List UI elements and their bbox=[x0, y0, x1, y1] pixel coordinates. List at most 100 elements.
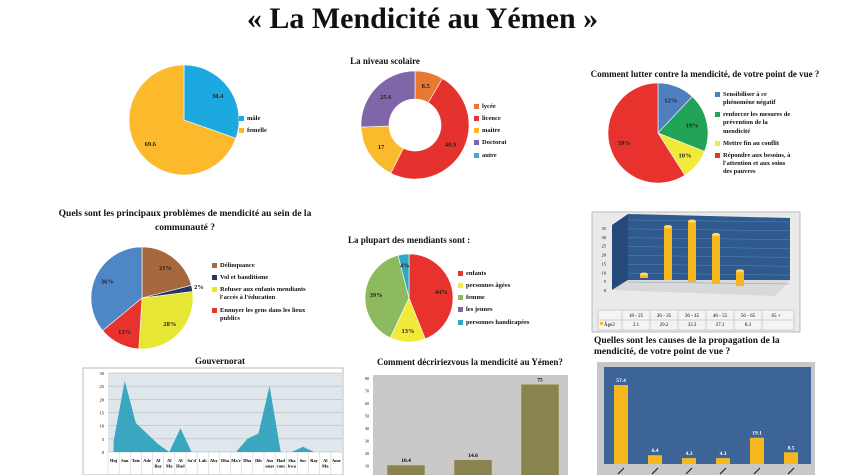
legend-label: Ennuyer les gens dans les lieux publics bbox=[220, 306, 306, 322]
pie-slice-mendiants bbox=[397, 253, 410, 299]
legend-label: Vol et banditisme bbox=[220, 274, 269, 282]
legend-niveau: lycée licence maitre Doctorat autre bbox=[474, 103, 534, 164]
legend-item: Mettre fin au conflit bbox=[715, 140, 795, 148]
legend-label: mâle bbox=[247, 115, 261, 122]
legend-lutter: Sensibiliser à ce phénomène négatif renfo… bbox=[715, 91, 795, 180]
legend-label: personnes handicapées bbox=[466, 318, 530, 326]
chart-title-lutter: Comment lutter contre la mendicité, de v… bbox=[590, 69, 820, 79]
y-tick-label: 70 bbox=[365, 389, 369, 394]
pie-slice-problemes bbox=[138, 291, 194, 350]
legend-item: Délinquance bbox=[212, 262, 307, 270]
y-tick-label: 20 bbox=[100, 397, 105, 402]
data-label: 30.4 bbox=[212, 93, 224, 100]
legend-label: Délinquance bbox=[220, 262, 255, 269]
legend-swatch bbox=[212, 263, 217, 268]
pie-slice-mendiants bbox=[364, 255, 410, 339]
y-tick-label: 30 bbox=[365, 439, 369, 444]
x-tick-label: Haj bbox=[110, 458, 118, 463]
bar-causes bbox=[682, 458, 696, 464]
gridline bbox=[627, 246, 791, 249]
table-value: 33.3 bbox=[688, 323, 697, 328]
legend-item: lycée bbox=[474, 103, 534, 111]
x-tick-label: Ma'r bbox=[231, 458, 241, 463]
y-tick-label: 10 bbox=[602, 270, 607, 275]
bar-top bbox=[688, 219, 696, 223]
bar-top bbox=[712, 232, 720, 237]
data-label: 12% bbox=[664, 97, 677, 104]
legend-swatch bbox=[474, 128, 479, 134]
legend-item: Refuser aux enfants mendiants l'accès à … bbox=[212, 286, 307, 302]
x-tick-label: Lah bbox=[199, 458, 207, 463]
x-tick-label: Ade bbox=[143, 458, 151, 463]
legend-mendiants: enfants personnes âgées femme les jeunes per… bbox=[458, 270, 548, 331]
y-tick-label: 30 bbox=[602, 235, 607, 240]
data-label: 6.4 bbox=[652, 448, 659, 454]
legend-sexe: mâle femelle bbox=[239, 115, 299, 139]
bar-top bbox=[640, 272, 648, 276]
x-tick-label-rotated bbox=[685, 467, 693, 475]
legend-label: Refuser aux enfants mendiants l'accès à … bbox=[220, 286, 306, 302]
gridline bbox=[627, 272, 791, 276]
data-label: 8.5 bbox=[788, 445, 795, 451]
bar-decrire bbox=[386, 464, 426, 475]
data-label: 57.4 bbox=[616, 378, 626, 384]
y-tick-label: 80 bbox=[365, 376, 369, 381]
y-tick-label: 40 bbox=[365, 426, 369, 431]
table-value: 27.1 bbox=[716, 323, 725, 328]
table-value: 29.2 bbox=[660, 323, 669, 328]
data-label: 4.3 bbox=[720, 451, 727, 457]
legend-item: mâle bbox=[239, 115, 299, 123]
x-tick-label: Dha bbox=[243, 458, 252, 463]
legend-item: maitre bbox=[474, 127, 534, 135]
x-tick-label: Al Bay bbox=[154, 458, 162, 469]
data-label: 13% bbox=[118, 329, 131, 336]
x-tick-label-rotated bbox=[753, 467, 761, 475]
legend-swatch bbox=[715, 152, 720, 158]
table-series-name: Âge2 bbox=[604, 322, 615, 328]
y-tick-label: 50 bbox=[365, 414, 369, 419]
legend-problemes: Délinquance Vol et banditisme Refuser aux … bbox=[212, 262, 307, 327]
chart-title-causes: Quelles sont les causes de la propagatio… bbox=[594, 336, 780, 358]
bar-causes bbox=[784, 452, 798, 464]
legend-swatch bbox=[458, 307, 463, 313]
legend-swatch bbox=[474, 152, 479, 158]
legend-label: personnes âgées bbox=[466, 282, 511, 290]
x-tick-label: Al Ma bbox=[322, 458, 329, 469]
bar-top bbox=[736, 269, 744, 273]
pie-slice-problemes bbox=[141, 246, 192, 299]
bar-age bbox=[640, 274, 648, 278]
legend-label: Mettre fin au conflit bbox=[723, 139, 780, 147]
y-tick-label: 10 bbox=[100, 424, 105, 429]
bar-age bbox=[664, 226, 672, 280]
data-label: 25.6 bbox=[380, 94, 392, 101]
x-tick-label: Dha bbox=[221, 458, 230, 463]
y-tick-label: 5 bbox=[102, 437, 105, 442]
data-label: 21% bbox=[159, 265, 172, 272]
legend-swatch bbox=[715, 112, 720, 118]
pie-slice-sexe bbox=[128, 64, 237, 176]
x-tick-label-rotated bbox=[787, 467, 795, 475]
legend-item: autre bbox=[474, 152, 534, 160]
legend-swatch bbox=[600, 322, 603, 325]
y-tick-label: 30 bbox=[100, 371, 105, 376]
legend-swatch bbox=[474, 116, 479, 122]
poster-title: « La Mendicité au Yémen » bbox=[246, 2, 599, 35]
data-label: 19.1 bbox=[752, 431, 762, 437]
x-tick-label: Ray bbox=[310, 458, 318, 463]
y-tick-label: 15 bbox=[602, 261, 607, 266]
legend-swatch bbox=[458, 271, 463, 276]
plot-area bbox=[604, 367, 811, 464]
legend-item: renforcer les mesures de prévention de l… bbox=[715, 111, 795, 135]
x-tick-label: Aby bbox=[210, 458, 219, 463]
chart-title-gouvernorat: Gouvernorat bbox=[195, 356, 245, 366]
chart-title-mendiants: La plupart des mendiants sont : bbox=[348, 235, 471, 245]
legend-swatch bbox=[212, 287, 217, 293]
legend-swatch bbox=[458, 319, 463, 325]
data-label: 75 bbox=[537, 377, 543, 383]
bar-decrire bbox=[453, 459, 493, 475]
x-tick-label: San bbox=[121, 458, 129, 463]
legend-item: Sensibiliser à ce phénomène négatif bbox=[715, 91, 795, 107]
legend-label: maitre bbox=[482, 127, 501, 135]
legend-label: Doctorat bbox=[482, 139, 507, 147]
x-tick-label: Taiz bbox=[132, 458, 140, 463]
